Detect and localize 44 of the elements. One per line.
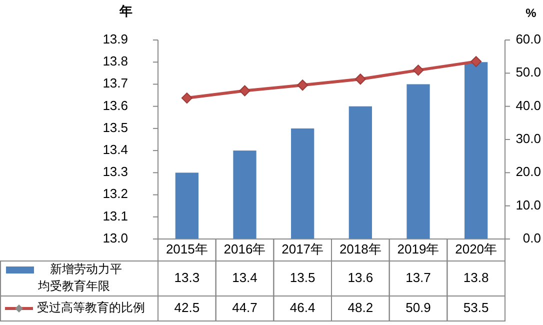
data-label: 13.5 [290, 270, 316, 285]
y-tick-label: 13.6 [102, 98, 128, 113]
point [239, 85, 250, 96]
data-label: 13.8 [463, 270, 489, 285]
x-tick-label: 2015年 [166, 241, 208, 256]
y-axis-title: 年 [118, 3, 132, 18]
y-tick-label: 13.2 [102, 186, 128, 202]
data-label: 53.5 [463, 300, 489, 315]
y2-tick-label: 30.0 [516, 130, 541, 146]
point [412, 64, 424, 76]
point [181, 92, 192, 104]
data-label: 13.3 [174, 270, 200, 285]
y2-tick-label: 50.0 [516, 64, 541, 80]
data-label: 13.6 [348, 270, 374, 285]
data-label: 13.4 [232, 270, 258, 285]
data-label: 44.7 [232, 300, 258, 315]
x-tick-label: 2017年 [282, 241, 324, 256]
y-tick-label: 13.5 [102, 120, 128, 135]
data-label: 13.7 [406, 270, 431, 285]
y-tick-label: 13.9 [102, 31, 128, 46]
point [470, 56, 482, 68]
x-tick-label: 2018年 [339, 241, 382, 256]
y-tick-label: 13.8 [102, 54, 128, 69]
point [354, 74, 366, 85]
data-label: 50.9 [406, 300, 431, 315]
y2-tick-label: 10.0 [516, 197, 541, 212]
data-label: 48.2 [348, 300, 374, 315]
point [297, 80, 308, 91]
y-tick-label: 13.7 [102, 76, 128, 91]
y2-tick-label: 40.0 [516, 98, 541, 113]
x-tick-label: 2016年 [224, 241, 266, 256]
y2-axis-title: % [526, 6, 537, 20]
x-tick-label: 2020年 [455, 241, 498, 256]
y-tick-label: 13.1 [102, 208, 128, 224]
x-tick-label: 2019年 [397, 241, 440, 256]
legend-label: 新增劳动力平均受教育年限 [37, 262, 122, 294]
y2-tick-label: 20.0 [516, 164, 541, 180]
legend-label: 受过高等教育的比例 [37, 300, 145, 315]
y-tick-label: 13.3 [102, 164, 128, 180]
y2-tick-label: 60.0 [516, 31, 541, 46]
data-label: 42.5 [174, 300, 200, 315]
y2-tick-label: 0.0 [522, 230, 541, 246]
y-tick-label: 13.4 [102, 142, 128, 157]
data-label: 46.4 [290, 300, 316, 315]
